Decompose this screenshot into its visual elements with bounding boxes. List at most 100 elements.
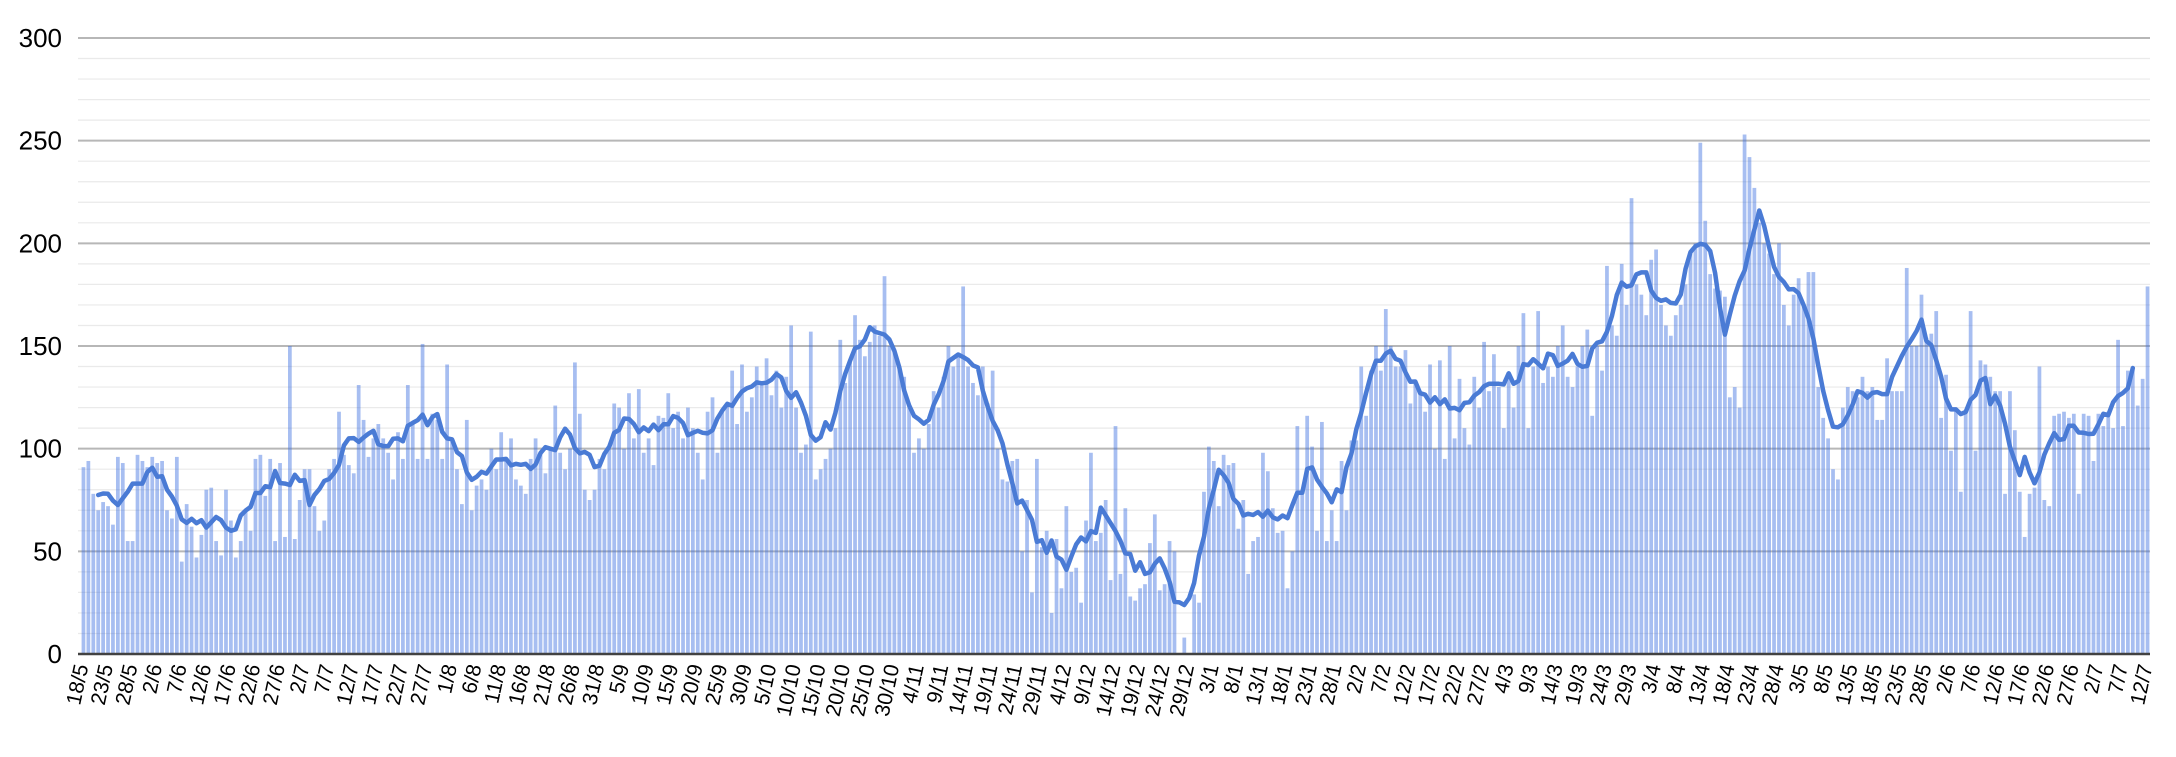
bar: [445, 364, 449, 654]
bar: [327, 469, 332, 654]
bar: [1914, 346, 1919, 654]
bar: [597, 458, 602, 654]
bar: [553, 405, 558, 654]
bar: [2027, 493, 2032, 654]
bar: [1895, 391, 1899, 654]
bar: [2096, 413, 2101, 654]
bar: [1305, 415, 1310, 654]
bar: [838, 339, 843, 654]
bar: [1059, 588, 1064, 654]
bar: [592, 489, 597, 654]
bar: [1364, 415, 1369, 654]
bar: [617, 407, 622, 654]
bar: [1713, 288, 1717, 654]
bar: [1590, 415, 1595, 654]
bar: [1644, 315, 1649, 654]
bar: [1211, 460, 1216, 654]
bar: [1005, 481, 1010, 654]
bar: [484, 489, 489, 654]
bar: [2071, 413, 2076, 654]
bar: [1093, 541, 1098, 654]
bar: [1123, 508, 1128, 654]
bar: [1162, 584, 1167, 654]
bar: [1383, 309, 1388, 654]
bar: [1693, 243, 1698, 654]
bar: [1619, 263, 1624, 654]
bar: [1030, 592, 1034, 654]
y-tick-label: 300: [19, 23, 62, 53]
bar: [1831, 469, 1835, 654]
bar: [632, 438, 636, 654]
bar: [165, 510, 169, 654]
bar: [1668, 335, 1673, 654]
bar: [1452, 438, 1457, 654]
bar: [1998, 391, 2002, 654]
bar: [2017, 491, 2022, 654]
bar: [725, 405, 730, 654]
bar: [514, 479, 518, 654]
bar: [764, 358, 769, 654]
bar: [371, 438, 376, 654]
bar: [1772, 274, 1776, 654]
bar: [1010, 460, 1015, 654]
bar: [671, 428, 676, 654]
bar: [120, 463, 125, 654]
bar: [1143, 584, 1147, 654]
bar: [1560, 325, 1565, 654]
bar: [1447, 346, 1452, 654]
bar: [263, 495, 268, 654]
bar: [602, 469, 607, 654]
bar: [145, 467, 150, 654]
bar: [504, 458, 508, 654]
bar: [91, 493, 96, 654]
bar: [533, 438, 538, 654]
bar: [1098, 532, 1103, 654]
bar: [435, 419, 440, 654]
bar: [690, 428, 695, 654]
bar: [2052, 415, 2057, 654]
bar: [366, 456, 371, 654]
bar: [170, 518, 174, 654]
bar: [283, 536, 287, 654]
bar: [1786, 325, 1791, 654]
bar: [1044, 530, 1049, 654]
bar: [1919, 294, 1924, 654]
bar: [2130, 368, 2135, 654]
bar: [730, 370, 735, 654]
bar: [1634, 284, 1639, 654]
bar: [1595, 346, 1599, 654]
bar: [966, 366, 970, 654]
bar: [317, 530, 322, 654]
bar: [2086, 415, 2091, 654]
bar: [1664, 325, 1668, 654]
bar: [843, 382, 848, 654]
bar: [1688, 253, 1693, 654]
bar: [1492, 354, 1496, 654]
bar: [1265, 471, 1270, 654]
bar: [1457, 378, 1462, 654]
bar: [1580, 346, 1585, 654]
bar: [1531, 366, 1536, 654]
bar: [715, 452, 720, 654]
bar: [926, 424, 931, 654]
bar: [1806, 272, 1811, 654]
bar: [361, 419, 366, 654]
bar: [990, 370, 995, 654]
bar: [184, 504, 189, 654]
bar: [1929, 333, 1934, 654]
bar: [941, 376, 946, 654]
bar: [1624, 304, 1629, 654]
bar: [1836, 479, 1840, 654]
bar: [1958, 491, 1963, 654]
bar: [1482, 341, 1486, 654]
bar: [1747, 157, 1752, 654]
bar: [1708, 274, 1713, 654]
bar: [1860, 376, 1865, 654]
bar: [1978, 360, 1983, 654]
bar: [1659, 304, 1663, 654]
bar: [1718, 290, 1722, 654]
bar: [646, 438, 651, 654]
bar: [1000, 479, 1005, 654]
bar: [2022, 536, 2027, 654]
bar: [1949, 450, 1953, 654]
